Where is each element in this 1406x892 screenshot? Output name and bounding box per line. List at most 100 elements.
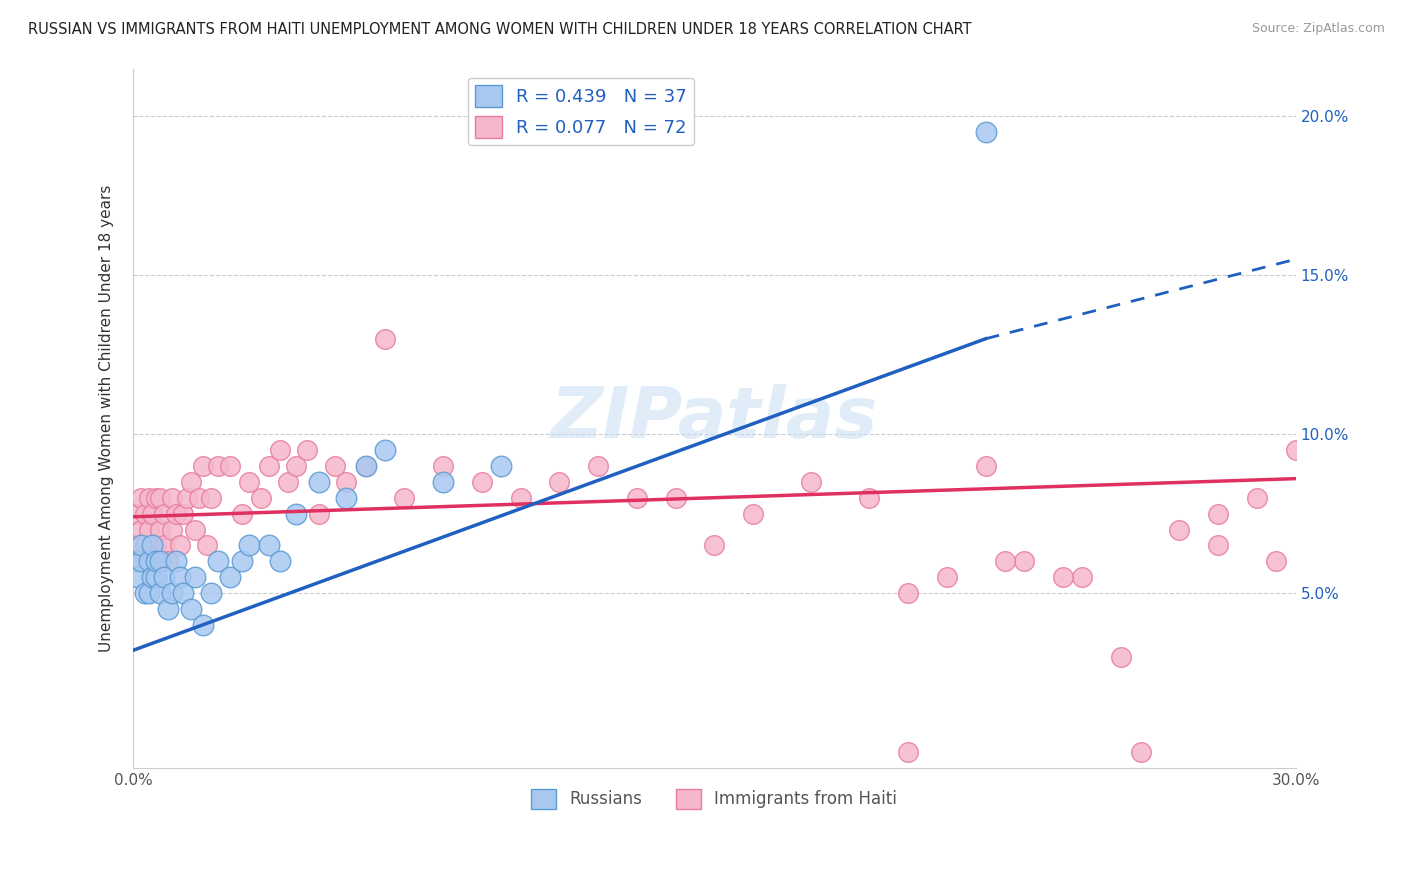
- Point: [160, 491, 183, 505]
- Point: [149, 554, 172, 568]
- Point: [269, 443, 291, 458]
- Point: [169, 538, 191, 552]
- Point: [742, 507, 765, 521]
- Point: [129, 491, 152, 505]
- Point: [165, 554, 187, 568]
- Point: [191, 618, 214, 632]
- Point: [897, 586, 920, 600]
- Point: [207, 458, 229, 473]
- Point: [149, 586, 172, 600]
- Point: [238, 538, 260, 552]
- Point: [125, 507, 148, 521]
- Point: [626, 491, 648, 505]
- Point: [308, 475, 330, 489]
- Point: [219, 458, 242, 473]
- Text: RUSSIAN VS IMMIGRANTS FROM HAITI UNEMPLOYMENT AMONG WOMEN WITH CHILDREN UNDER 18: RUSSIAN VS IMMIGRANTS FROM HAITI UNEMPLO…: [28, 22, 972, 37]
- Point: [374, 443, 396, 458]
- Point: [138, 554, 160, 568]
- Point: [432, 458, 454, 473]
- Point: [134, 586, 156, 600]
- Point: [586, 458, 609, 473]
- Point: [269, 554, 291, 568]
- Point: [858, 491, 880, 505]
- Point: [145, 570, 167, 584]
- Point: [138, 491, 160, 505]
- Point: [141, 554, 163, 568]
- Point: [160, 586, 183, 600]
- Point: [308, 507, 330, 521]
- Point: [200, 586, 222, 600]
- Point: [173, 507, 195, 521]
- Point: [207, 554, 229, 568]
- Point: [374, 332, 396, 346]
- Point: [257, 538, 280, 552]
- Point: [184, 523, 207, 537]
- Point: [335, 475, 357, 489]
- Point: [1284, 443, 1306, 458]
- Point: [238, 475, 260, 489]
- Point: [1129, 745, 1152, 759]
- Point: [176, 491, 198, 505]
- Point: [297, 443, 319, 458]
- Point: [394, 491, 416, 505]
- Point: [129, 523, 152, 537]
- Point: [129, 554, 152, 568]
- Point: [134, 538, 156, 552]
- Point: [250, 491, 273, 505]
- Point: [129, 538, 152, 552]
- Point: [200, 491, 222, 505]
- Legend: Russians, Immigrants from Haiti: Russians, Immigrants from Haiti: [524, 782, 904, 815]
- Point: [191, 458, 214, 473]
- Y-axis label: Unemployment Among Women with Children Under 18 years: Unemployment Among Women with Children U…: [100, 185, 114, 652]
- Point: [354, 458, 377, 473]
- Point: [153, 538, 176, 552]
- Point: [125, 538, 148, 552]
- Text: ZIPatlas: ZIPatlas: [551, 384, 877, 453]
- Point: [169, 570, 191, 584]
- Point: [141, 570, 163, 584]
- Point: [1265, 554, 1288, 568]
- Point: [994, 554, 1017, 568]
- Point: [509, 491, 531, 505]
- Point: [219, 570, 242, 584]
- Point: [153, 507, 176, 521]
- Point: [1071, 570, 1094, 584]
- Point: [184, 570, 207, 584]
- Point: [1206, 507, 1229, 521]
- Point: [156, 554, 179, 568]
- Point: [1014, 554, 1036, 568]
- Point: [180, 602, 202, 616]
- Point: [432, 475, 454, 489]
- Point: [145, 554, 167, 568]
- Point: [173, 586, 195, 600]
- Point: [335, 491, 357, 505]
- Point: [180, 475, 202, 489]
- Point: [489, 458, 512, 473]
- Point: [125, 570, 148, 584]
- Point: [231, 507, 253, 521]
- Point: [149, 523, 172, 537]
- Point: [935, 570, 957, 584]
- Point: [471, 475, 494, 489]
- Point: [354, 458, 377, 473]
- Point: [284, 458, 307, 473]
- Point: [974, 125, 997, 139]
- Point: [153, 570, 176, 584]
- Point: [1052, 570, 1074, 584]
- Point: [141, 507, 163, 521]
- Point: [1168, 523, 1191, 537]
- Point: [138, 523, 160, 537]
- Point: [156, 602, 179, 616]
- Point: [548, 475, 571, 489]
- Point: [195, 538, 218, 552]
- Point: [257, 458, 280, 473]
- Point: [231, 554, 253, 568]
- Point: [165, 507, 187, 521]
- Text: Source: ZipAtlas.com: Source: ZipAtlas.com: [1251, 22, 1385, 36]
- Point: [160, 523, 183, 537]
- Point: [703, 538, 725, 552]
- Point: [145, 491, 167, 505]
- Point: [665, 491, 688, 505]
- Point: [1109, 649, 1132, 664]
- Point: [1246, 491, 1268, 505]
